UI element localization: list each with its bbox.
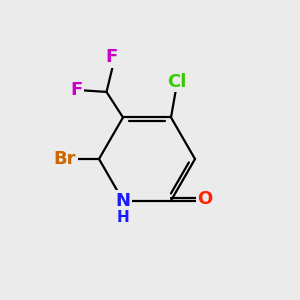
- Text: H: H: [117, 210, 129, 225]
- Text: Cl: Cl: [167, 73, 187, 91]
- Text: F: F: [70, 81, 83, 99]
- Text: F: F: [105, 48, 117, 66]
- Text: Br: Br: [54, 150, 76, 168]
- Text: O: O: [197, 190, 212, 208]
- Text: N: N: [116, 192, 130, 210]
